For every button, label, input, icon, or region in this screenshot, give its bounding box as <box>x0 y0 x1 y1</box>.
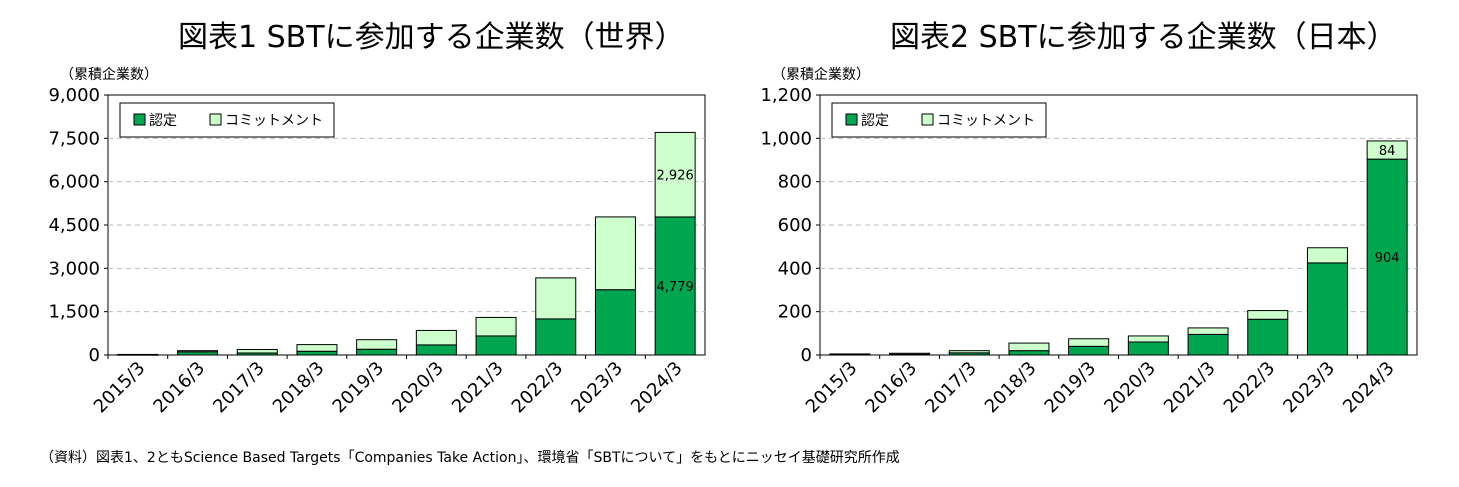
chart1-y-tick-label: 9,000 <box>48 85 100 106</box>
chart2-bar-commitment-2019-3 <box>1068 338 1110 347</box>
chart2-legend-label-commitment: コミットメント <box>937 113 1035 129</box>
chart1-x-tick-label: 2016/3 <box>149 358 209 418</box>
chart1-x-tick-label: 2020/3 <box>388 358 448 418</box>
chart1-x-tick-label: 2021/3 <box>448 358 508 418</box>
chart1-x-tick-label: 2023/3 <box>567 358 627 418</box>
chart1-x-tick-label: 2022/3 <box>508 358 568 418</box>
chart2-y-tick-label: 0 <box>801 345 812 366</box>
chart1-bar-certified-2024-3 <box>654 216 696 356</box>
chart2-title: 図表2 SBTに参加する企業数（日本） <box>890 20 1397 55</box>
chart2-x-tick-label: 2015/3 <box>802 358 862 418</box>
chart1-bar-commitment-2019-3 <box>356 339 398 350</box>
chart2-x-tick-label: 2019/3 <box>1041 358 1101 418</box>
chart2-bar-certified-2023-3 <box>1306 262 1348 356</box>
chart2-bar-commitment-2016-3 <box>889 352 931 355</box>
chart2-japan: 0 200 400 600 800 1,000 1,200 2015/3 2016/3 2017/… <box>760 85 1418 418</box>
chart2-y-tick-label: 1,000 <box>760 128 812 149</box>
chart1-x-tick-label: 2024/3 <box>627 358 687 418</box>
chart2-bar-commitment-2023-3 <box>1306 247 1348 264</box>
chart2-bar-certified-2022-3 <box>1247 318 1289 356</box>
chart2-x-tick-label: 2017/3 <box>921 358 981 418</box>
chart1-data-label: 2,926 <box>657 169 694 184</box>
chart2-bar-commitment-2020-3 <box>1127 335 1169 343</box>
chart1-y-tick-label: 7,500 <box>48 128 100 149</box>
chart1-y-axis-label: （累積企業数） <box>60 67 158 83</box>
chart2-bar-commitment-2017-3 <box>948 350 990 354</box>
chart1-legend <box>119 102 335 138</box>
chart1-bar-commitment-2016-3 <box>177 350 219 353</box>
chart1-bar-commitment-2017-3 <box>236 349 278 354</box>
chart1-title: 図表1 SBTに参加する企業数（世界） <box>178 20 685 55</box>
chart2-legend-label-certified: 認定 <box>861 113 889 129</box>
chart1-y-tick-label: 0 <box>89 345 100 366</box>
chart1-legend-label-commitment: コミットメント <box>225 113 323 129</box>
chart1-x-tick-label: 2018/3 <box>269 358 329 418</box>
chart2-bar-commitment-2018-3 <box>1008 342 1050 352</box>
chart1-x-tick-label: 2019/3 <box>329 358 389 418</box>
chart1-bar-commitment-2021-3 <box>475 316 517 337</box>
chart2-bar-commitment-2021-3 <box>1187 327 1229 335</box>
chart1-bar-certified-2019-3 <box>356 348 398 356</box>
chart2-y-tick-label: 1,200 <box>760 85 812 106</box>
chart1-y-tick-label: 4,500 <box>48 215 100 236</box>
chart2-bar-certified-2020-3 <box>1127 341 1169 356</box>
chart2-x-tick-label: 2020/3 <box>1100 358 1160 418</box>
chart1-bar-certified-2018-3 <box>296 350 338 356</box>
chart2-bar-certified-2024-3 <box>1366 158 1408 356</box>
chart2-legend-swatch-certified <box>845 113 858 126</box>
chart1-data-label: 4,779 <box>657 280 694 295</box>
chart2-y-axis-label: （累積企業数） <box>772 67 870 83</box>
chart1-x-tick-label: 2017/3 <box>209 358 269 418</box>
chart1-bar-certified-2021-3 <box>475 335 517 356</box>
chart2-bar-certified-2018-3 <box>1008 350 1050 356</box>
chart2-bar-certified-2019-3 <box>1068 345 1110 356</box>
chart1-y-tick-label: 1,500 <box>48 302 100 323</box>
chart2-legend-swatch-commitment <box>921 113 934 126</box>
chart1-bar-certified-2023-3 <box>594 289 636 356</box>
chart1-legend-swatch-certified <box>133 113 146 126</box>
chart2-y-tick-label: 600 <box>778 215 812 236</box>
chart2-x-tick-label: 2024/3 <box>1339 358 1399 418</box>
chart1-bar-certified-2022-3 <box>535 318 577 356</box>
chart2-data-label: 84 <box>1379 144 1396 159</box>
chart2-y-tick-label: 200 <box>778 302 812 323</box>
chart2-x-tick-label: 2022/3 <box>1220 358 1280 418</box>
chart1-x-tick-label: 2015/3 <box>90 358 150 418</box>
chart1-legend-swatch-commitment <box>209 113 222 126</box>
chart1-y-tick-label: 3,000 <box>48 258 100 279</box>
chart2-bar-commitment-2022-3 <box>1247 310 1289 320</box>
chart1-bar-commitment-2023-3 <box>594 216 636 291</box>
chart2-y-tick-label: 400 <box>778 258 812 279</box>
chart1-bar-commitment-2015-3 <box>117 353 159 356</box>
chart1-bar-certified-2020-3 <box>415 344 457 356</box>
chart1-y-tick-label: 6,000 <box>48 172 100 193</box>
chart1-legend-label-certified: 認定 <box>149 113 177 129</box>
chart2-bar-commitment-2024-3 <box>1366 140 1408 160</box>
chart2-bar-commitment-2015-3 <box>829 353 871 356</box>
chart2-x-tick-label: 2016/3 <box>861 358 921 418</box>
chart1-bar-commitment-2020-3 <box>415 329 457 346</box>
chart1-bar-commitment-2022-3 <box>535 277 577 320</box>
chart2-x-tick-label: 2021/3 <box>1160 358 1220 418</box>
chart1-bar-commitment-2024-3 <box>654 131 696 218</box>
chart2-bar-certified-2021-3 <box>1187 333 1229 356</box>
chart2-x-tick-label: 2018/3 <box>981 358 1041 418</box>
chart1-bar-commitment-2018-3 <box>296 344 338 352</box>
chart2-x-tick-label: 2023/3 <box>1279 358 1339 418</box>
chart2-legend <box>831 102 1047 138</box>
source-footnote: （資料）図表1、2ともScience Based Targets「Compani… <box>40 450 900 466</box>
chart2-data-label: 904 <box>1375 251 1400 266</box>
chart2-y-tick-label: 800 <box>778 172 812 193</box>
